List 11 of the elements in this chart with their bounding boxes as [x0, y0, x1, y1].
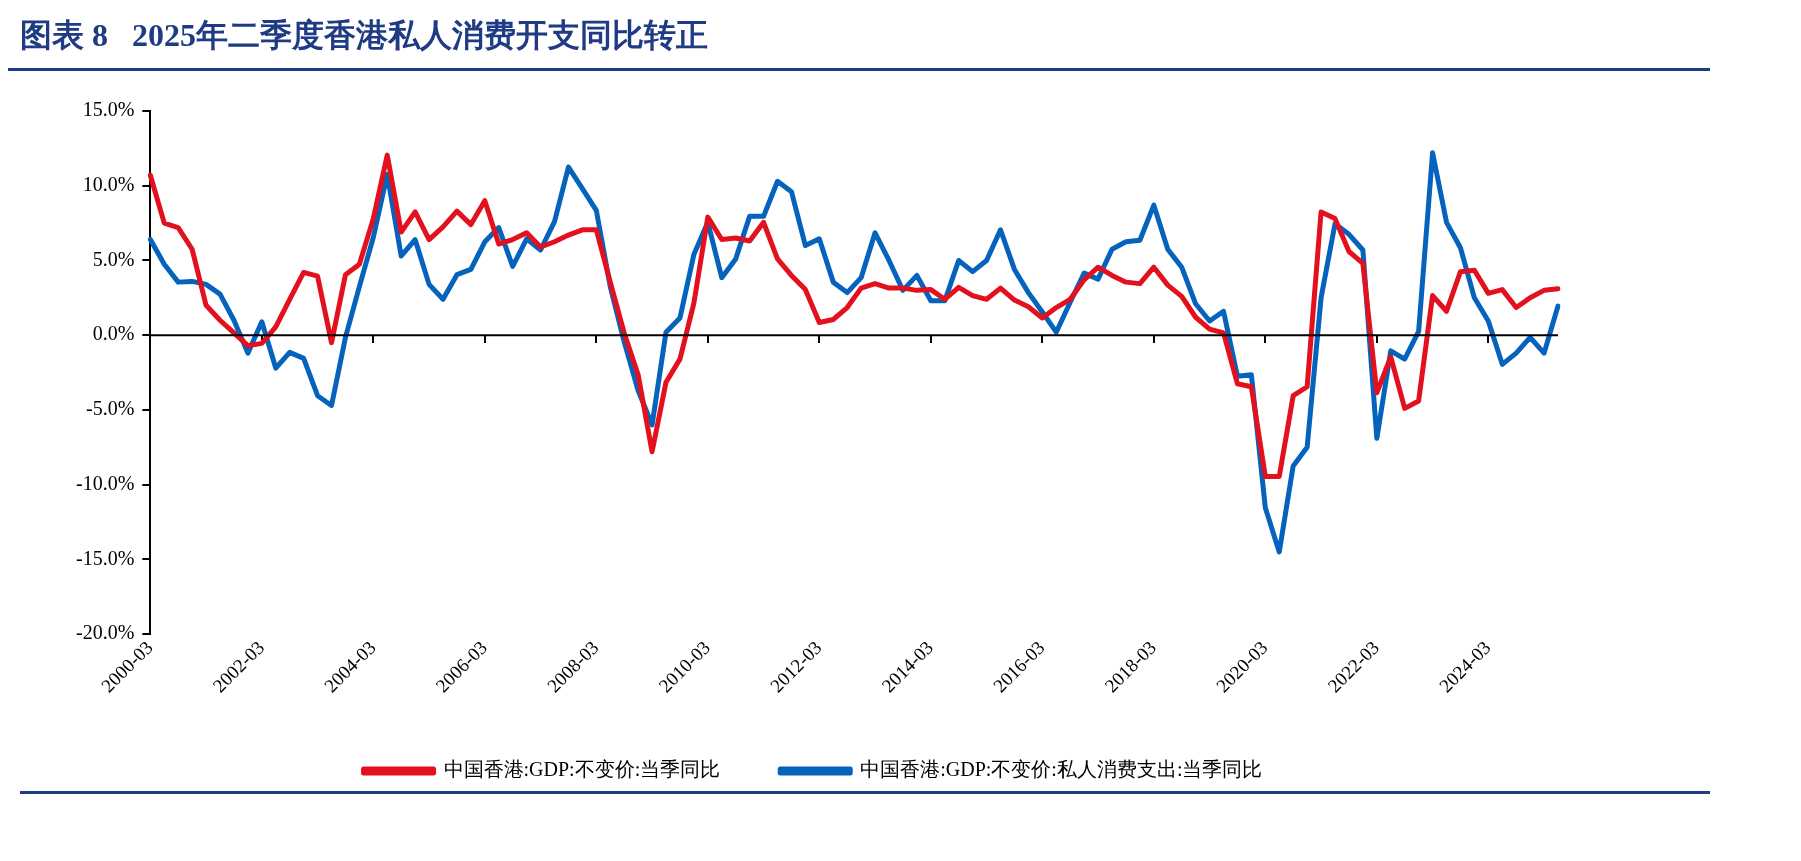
chart-title: 图表 8 2025年二季度香港私人消费开支同比转正	[8, 8, 1710, 71]
y-tick-label: 10.0%	[82, 172, 135, 195]
y-tick-label: -15.0%	[75, 546, 135, 569]
y-tick-label: 0.0%	[92, 322, 135, 345]
y-tick-label: 15.0%	[82, 98, 135, 121]
y-tick-label: -10.0%	[75, 471, 135, 494]
y-tick-label: -20.0%	[75, 621, 135, 644]
y-tick-label: -5.0%	[85, 397, 135, 420]
y-tick-label: 5.0%	[92, 247, 135, 270]
legend-label: 中国香港:GDP:不变价:私人消费支出:当季同比	[860, 758, 1263, 781]
legend-label: 中国香港:GDP:不变价:当季同比	[443, 758, 721, 781]
